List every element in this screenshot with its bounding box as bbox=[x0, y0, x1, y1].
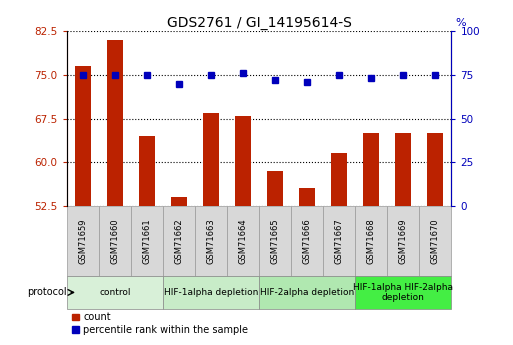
Text: protocol: protocol bbox=[27, 287, 67, 297]
Bar bbox=[107, 40, 123, 206]
Bar bbox=[259, 206, 291, 276]
Text: HIF-1alpha depletion: HIF-1alpha depletion bbox=[164, 288, 258, 297]
Bar bbox=[131, 206, 163, 276]
Bar bbox=[323, 206, 355, 276]
Bar bbox=[235, 116, 251, 206]
Bar bbox=[355, 206, 387, 276]
Bar bbox=[75, 66, 91, 206]
Bar bbox=[355, 276, 451, 309]
Text: HIF-2alpha depletion: HIF-2alpha depletion bbox=[260, 288, 354, 297]
Text: GSM71664: GSM71664 bbox=[239, 218, 248, 264]
Bar bbox=[396, 133, 411, 206]
Text: HIF-1alpha HIF-2alpha
depletion: HIF-1alpha HIF-2alpha depletion bbox=[353, 283, 453, 302]
Bar bbox=[163, 206, 195, 276]
Bar bbox=[67, 206, 98, 276]
Bar bbox=[163, 276, 259, 309]
Text: GSM71665: GSM71665 bbox=[270, 218, 280, 264]
Bar bbox=[139, 136, 155, 206]
Bar bbox=[195, 206, 227, 276]
Bar bbox=[98, 206, 131, 276]
Text: %: % bbox=[456, 18, 466, 28]
Bar bbox=[299, 188, 315, 206]
Text: GSM71669: GSM71669 bbox=[399, 218, 408, 264]
Bar bbox=[203, 113, 219, 206]
Bar bbox=[227, 206, 259, 276]
Text: GSM71661: GSM71661 bbox=[142, 218, 151, 264]
Bar bbox=[331, 154, 347, 206]
Bar bbox=[420, 206, 451, 276]
Bar bbox=[427, 133, 443, 206]
Text: GSM71670: GSM71670 bbox=[431, 218, 440, 264]
Text: GSM71660: GSM71660 bbox=[110, 218, 120, 264]
Legend: count, percentile rank within the sample: count, percentile rank within the sample bbox=[71, 312, 248, 335]
Text: GSM71662: GSM71662 bbox=[174, 218, 184, 264]
Text: GSM71663: GSM71663 bbox=[206, 218, 215, 264]
Bar bbox=[267, 171, 283, 206]
Title: GDS2761 / GI_14195614-S: GDS2761 / GI_14195614-S bbox=[167, 16, 351, 30]
Text: GSM71667: GSM71667 bbox=[334, 218, 344, 264]
Bar bbox=[387, 206, 420, 276]
Text: GSM71666: GSM71666 bbox=[303, 218, 312, 264]
Bar bbox=[363, 133, 379, 206]
Bar bbox=[291, 206, 323, 276]
Bar bbox=[67, 276, 163, 309]
Bar bbox=[171, 197, 187, 206]
Bar bbox=[259, 276, 355, 309]
Text: GSM71659: GSM71659 bbox=[78, 218, 87, 264]
Text: control: control bbox=[99, 288, 130, 297]
Text: GSM71668: GSM71668 bbox=[367, 218, 376, 264]
